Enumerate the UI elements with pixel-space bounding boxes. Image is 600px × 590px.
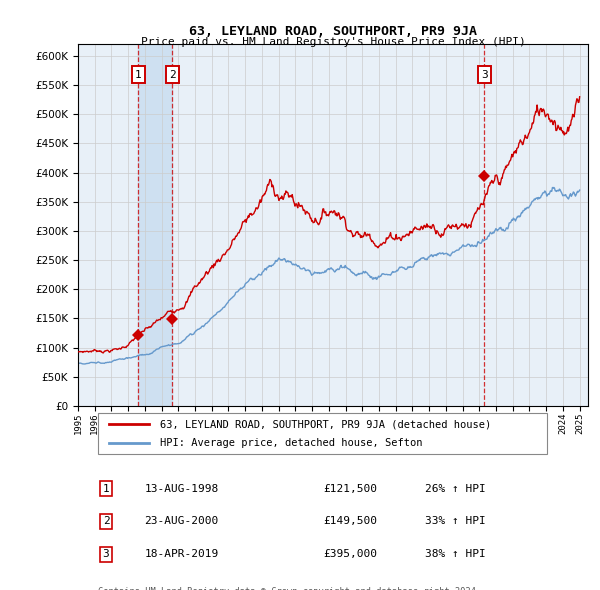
- Text: Price paid vs. HM Land Registry's House Price Index (HPI): Price paid vs. HM Land Registry's House …: [140, 37, 526, 47]
- Text: 23-AUG-2000: 23-AUG-2000: [145, 516, 218, 526]
- Text: 2: 2: [103, 516, 109, 526]
- Text: 1: 1: [135, 70, 142, 80]
- Text: 26% ↑ HPI: 26% ↑ HPI: [425, 484, 485, 494]
- Text: 2: 2: [169, 70, 176, 80]
- Text: 38% ↑ HPI: 38% ↑ HPI: [425, 549, 485, 559]
- Text: 1: 1: [103, 484, 109, 494]
- Text: £395,000: £395,000: [323, 549, 377, 559]
- Text: 3: 3: [481, 70, 488, 80]
- Text: 3: 3: [103, 549, 109, 559]
- Text: 13-AUG-1998: 13-AUG-1998: [145, 484, 218, 494]
- Text: 18-APR-2019: 18-APR-2019: [145, 549, 218, 559]
- Text: 33% ↑ HPI: 33% ↑ HPI: [425, 516, 485, 526]
- Text: £149,500: £149,500: [323, 516, 377, 526]
- Text: 63, LEYLAND ROAD, SOUTHPORT, PR9 9JA (detached house): 63, LEYLAND ROAD, SOUTHPORT, PR9 9JA (de…: [160, 419, 491, 430]
- Text: 63, LEYLAND ROAD, SOUTHPORT, PR9 9JA: 63, LEYLAND ROAD, SOUTHPORT, PR9 9JA: [189, 25, 477, 38]
- Text: HPI: Average price, detached house, Sefton: HPI: Average price, detached house, Seft…: [160, 438, 422, 448]
- Text: Contains HM Land Registry data © Crown copyright and database right 2024.: Contains HM Land Registry data © Crown c…: [98, 587, 482, 590]
- Bar: [139, 44, 172, 406]
- Text: £121,500: £121,500: [323, 484, 377, 494]
